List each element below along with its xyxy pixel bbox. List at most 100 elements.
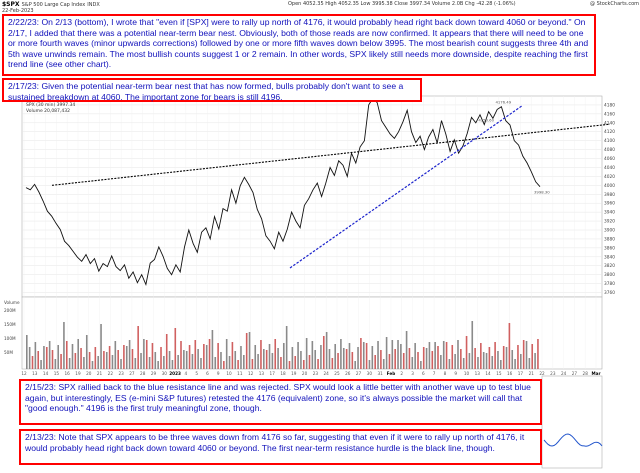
y-tick-label: 4100: [604, 138, 615, 144]
volume-bar: [243, 355, 245, 369]
grid-lines: [22, 104, 602, 293]
x-tick-label: 28: [583, 371, 589, 376]
ticker-exchange: INDX: [87, 2, 100, 8]
x-tick-label: 6: [206, 371, 209, 376]
x-tick-label: 30: [162, 371, 168, 376]
y-tick-label: 3920: [604, 219, 615, 225]
x-tick-label: 10: [226, 371, 232, 376]
x-tick-label: 7: [433, 371, 436, 376]
volume-bar: [220, 352, 222, 369]
x-tick-label: 2: [400, 371, 403, 376]
y-tick-label: 3820: [604, 263, 615, 269]
x-tick-label: 15: [54, 371, 60, 376]
x-tick-label: 9: [454, 371, 457, 376]
volume-bar: [311, 341, 314, 369]
volume-bar: [160, 347, 162, 369]
volume-bar: [234, 351, 237, 369]
x-tick-label: 24: [324, 371, 330, 376]
volume-bar: [291, 347, 294, 369]
volume-bar: [420, 361, 422, 369]
volume-bar: [297, 342, 299, 369]
volume-bar: [462, 358, 465, 369]
volume-bar: [103, 351, 105, 369]
volume-bar: [451, 345, 454, 369]
x-tick-label: 31: [377, 371, 383, 376]
volume-bar: [154, 352, 157, 369]
volume-bar: [480, 343, 482, 369]
volume-bar: [285, 326, 288, 369]
x-tick-label: 14: [43, 371, 49, 376]
volume-bar: [108, 346, 111, 369]
y-axis-tick-labels: 3760 3780 3800 3820 3840 3860 3880 3900 3920 3940…: [604, 102, 615, 296]
x-tick-label: 26: [345, 371, 351, 376]
volume-bar: [151, 343, 154, 369]
volume-bar: [520, 354, 522, 369]
x-tick-label: 23: [118, 371, 124, 376]
price-point-label: 4153.60: [478, 118, 494, 123]
y-tick-label: 3760: [604, 290, 615, 296]
x-tick-label: Feb: [387, 371, 396, 376]
volume-bar: [237, 360, 239, 369]
volume-bar: [163, 356, 165, 369]
volume-bar: [111, 355, 114, 369]
x-tick-label: 17: [270, 371, 276, 376]
volume-bar: [322, 336, 325, 369]
x-tick-label: 25: [334, 371, 340, 376]
volume-bar: [200, 358, 202, 369]
volume-bar: [37, 351, 40, 369]
volume-bar: [57, 345, 60, 369]
volume-bar: [117, 350, 119, 369]
volume-bar: [191, 354, 194, 369]
x-tick-label: 18: [280, 371, 286, 376]
volume-bar: [528, 358, 531, 369]
volume-bar: [414, 343, 416, 369]
volume-bar: [502, 346, 505, 369]
volume-bar: [91, 361, 94, 369]
volume-bar: [268, 344, 271, 369]
x-tick-label: 12: [248, 371, 254, 376]
volume-bar: [505, 347, 508, 369]
volume-bar: [494, 342, 496, 369]
volume-bar: [497, 351, 499, 369]
volume-bar: [348, 343, 351, 369]
volume-bar: [51, 350, 54, 369]
volume-bar: [317, 359, 319, 369]
vertical-grid-lines: [23, 96, 597, 369]
volume-bar: [440, 355, 442, 369]
volume-bar: [251, 359, 254, 369]
x-tick-label: 2023: [169, 371, 181, 376]
volume-tick-label: 150M: [4, 322, 16, 327]
volume-bar: [274, 339, 277, 369]
volume-bars: [26, 321, 539, 369]
indicator-line: [543, 433, 603, 447]
volume-bar: [362, 342, 365, 369]
volume-bar: [511, 350, 514, 369]
x-tick-label: 16: [64, 371, 70, 376]
volume-bar: [360, 338, 362, 369]
volume-bar: [357, 347, 359, 369]
volume-bar: [137, 326, 139, 369]
price-point-label: 4176.49: [495, 100, 511, 105]
volume-bar: [448, 359, 451, 369]
volume-bar: [477, 357, 479, 369]
x-tick-label: 16: [507, 371, 513, 376]
price-legend: SPX (30 min) 3997.34: [26, 102, 75, 108]
x-tick-label: 19: [291, 371, 297, 376]
volume-bar: [217, 343, 219, 369]
volume-bar: [140, 353, 142, 369]
volume-bar: [394, 349, 396, 369]
volume-bar: [260, 340, 262, 369]
x-tick-label: 13: [32, 371, 38, 376]
x-tick-label: 24: [561, 371, 567, 376]
volume-bar: [302, 360, 305, 369]
x-tick-label: 29: [151, 371, 157, 376]
y-tick-label: 4140: [604, 120, 615, 126]
x-tick-label: 19: [75, 371, 81, 376]
volume-bar: [263, 349, 265, 369]
x-tick-label: 28: [140, 371, 146, 376]
chart-credit: @ StockCharts.com: [590, 1, 640, 7]
volume-bar: [308, 355, 311, 369]
volume-bar: [148, 357, 151, 369]
